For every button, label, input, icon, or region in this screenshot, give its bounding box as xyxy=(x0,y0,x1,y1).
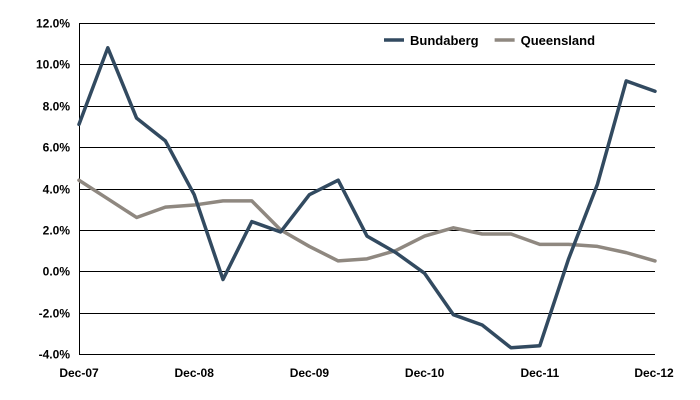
y-tick-label: 0.0% xyxy=(43,265,71,279)
x-tick-label: Dec-11 xyxy=(520,366,559,380)
x-tick-label: Dec-07 xyxy=(59,366,99,380)
x-axis-tick-labels: Dec-07 Dec-08 Dec-09 Dec-10 Dec-11 Dec-12 xyxy=(59,366,674,380)
y-axis-tick-labels: -4.0% -2.0% 0.0% 2.0% 4.0% 6.0% 8.0% 10.0% 12.0% xyxy=(36,17,70,362)
series-lines xyxy=(77,46,657,350)
y-tick-label: -2.0% xyxy=(39,307,71,321)
y-tick-label: 4.0% xyxy=(43,183,71,197)
legend: Bundaberg Queensland xyxy=(384,33,595,48)
y-tick-label: 12.0% xyxy=(36,17,70,31)
y-tick-label: 8.0% xyxy=(43,100,71,114)
gridlines xyxy=(79,23,655,355)
series-line-queensland xyxy=(77,178,657,263)
series-line-bundaberg xyxy=(77,46,657,350)
x-tick-label: Dec-09 xyxy=(290,366,330,380)
legend-label-queensland: Queensland xyxy=(521,33,595,48)
y-tick-label: 6.0% xyxy=(43,141,71,155)
x-tick-label: Dec-10 xyxy=(405,366,445,380)
y-tick-label: -4.0% xyxy=(39,348,71,362)
legend-label-bundaberg: Bundaberg xyxy=(410,33,479,48)
x-tick-label: Dec-08 xyxy=(175,366,215,380)
y-tick-label: 2.0% xyxy=(43,224,71,238)
y-tick-label: 10.0% xyxy=(36,58,70,72)
x-tick-label: Dec-12 xyxy=(634,366,674,380)
